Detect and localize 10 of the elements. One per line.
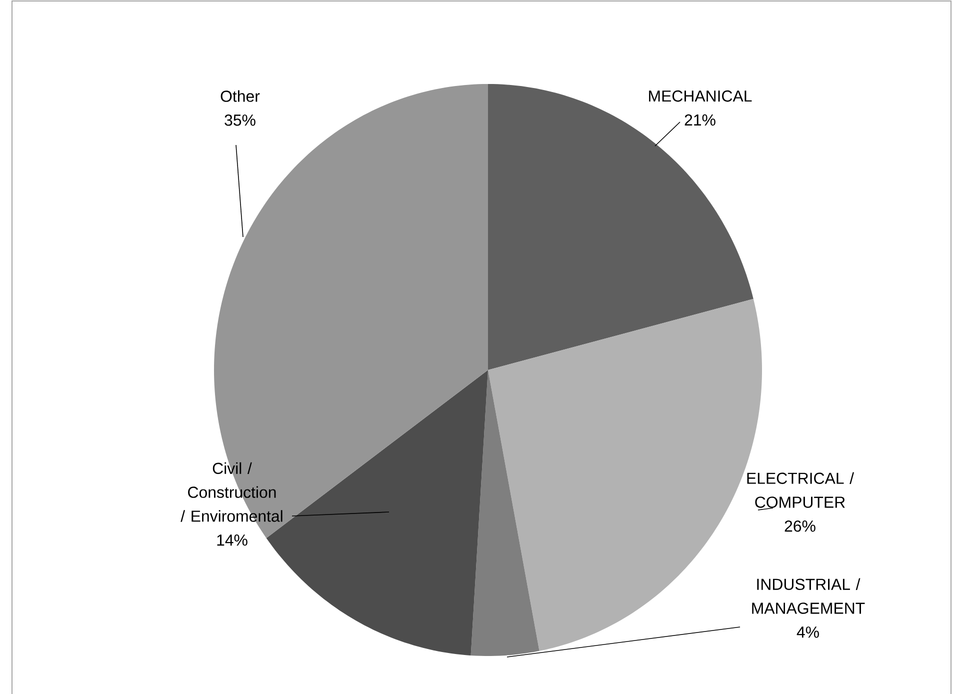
data-label: 14% — [217, 534, 248, 546]
slice-label: Civil / Construction / Enviromental — [180, 462, 282, 522]
data-label: 4% — [796, 626, 819, 638]
slice-label: ELECTRICAL / COMPUTER — [747, 472, 854, 508]
data-label: 35% — [224, 114, 256, 126]
data-label: 26% — [784, 520, 816, 532]
slice-label: INDUSTRIAL / MANAGEMENT — [752, 578, 865, 614]
slice-label: MECHANICAL — [649, 90, 752, 102]
slice-label: Other — [220, 90, 260, 102]
data-label: 21% — [684, 114, 716, 126]
